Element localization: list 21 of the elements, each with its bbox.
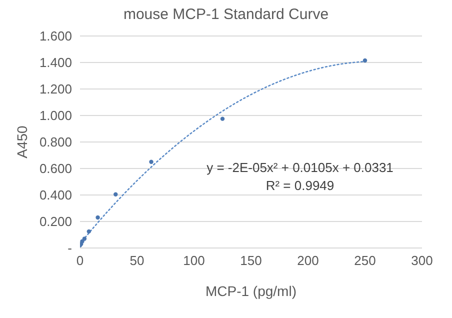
chart-title: mouse MCP-1 Standard Curve	[122, 6, 330, 23]
y-tick-label: 1.000	[39, 108, 72, 124]
y-tick-label: 0.800	[39, 134, 72, 150]
x-tick-label: 0	[76, 253, 84, 268]
y-tick-label: 1.200	[39, 82, 72, 97]
y-tick-label: 1.400	[39, 55, 72, 70]
y-tick-label: 0.600	[39, 161, 72, 176]
y-tick-label: 1.600	[39, 28, 72, 44]
x-tick-label: 250	[354, 253, 376, 268]
x-axis-title: MCP-1 (pg/ml)	[205, 283, 297, 299]
x-tick-label: 200	[297, 253, 319, 268]
x-tick-label: 300	[411, 253, 433, 268]
x-tick-label: 50	[130, 253, 144, 268]
x-tick-label: 100	[183, 253, 205, 268]
y-tick-label: -	[68, 240, 72, 256]
y-tick-label: 0.400	[39, 188, 72, 203]
x-tick-label: 150	[240, 253, 262, 268]
annotation: y = -2E-05x² + 0.0105x + 0.0331	[206, 160, 394, 175]
y-tick-label: 0.200	[39, 214, 72, 230]
annotation: R² = 0.9949	[266, 178, 334, 193]
y-axis-title: A450	[14, 125, 30, 158]
